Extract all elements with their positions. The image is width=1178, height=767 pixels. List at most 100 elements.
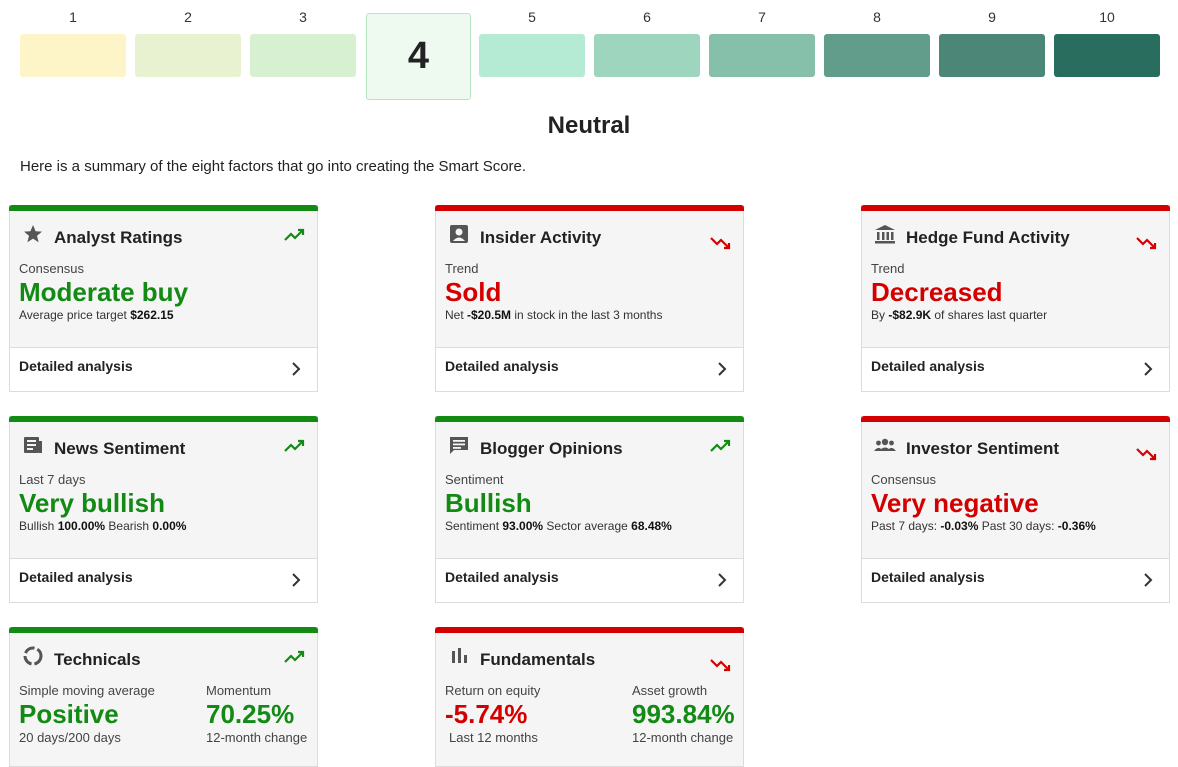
investor-sentiment-card: Investor Sentiment Consensus Very negative… <box>861 416 1170 603</box>
card-value: Moderate buy <box>19 277 189 307</box>
detail-value: $262.15 <box>130 308 174 322</box>
card-title: Fundamentals <box>480 650 596 669</box>
chevron-right-icon <box>1143 361 1153 377</box>
card-status-bar <box>435 627 744 633</box>
detail-value: -0.03% <box>940 519 979 533</box>
detailed-analysis-link[interactable]: Detailed analysis <box>862 347 1169 391</box>
scale-box-7 <box>709 34 815 77</box>
scale-box-1 <box>20 34 126 77</box>
momentum-label: Momentum <box>206 683 272 698</box>
sma-detail: 20 days/200 days <box>19 730 121 745</box>
scale-box-5 <box>479 34 585 77</box>
scale-box-3 <box>250 34 356 77</box>
hedge-fund-activity-card: Hedge Fund Activity Trend Decreased By -$82… <box>861 205 1170 392</box>
people-icon <box>874 434 896 456</box>
detail-value: 100.00% <box>57 519 106 533</box>
detail-text: By <box>871 308 889 322</box>
detail-text: Past 7 days: <box>871 519 941 533</box>
scale-box-6 <box>594 34 700 77</box>
fundamentals-card: Fundamentals Return on equity -5.74% Las… <box>435 627 744 767</box>
card-status-bar <box>861 416 1170 422</box>
card-detail: Bullish 100.00% Bearish 0.00% <box>19 519 317 533</box>
blogger-opinions-card: Blogger Opinions Sentiment Bullish Sentimen… <box>435 416 744 603</box>
card-value: Bullish <box>445 488 532 518</box>
summary-intro-text: Here is a summary of the eight factors t… <box>20 158 527 175</box>
detail-text: Sentiment <box>445 519 503 533</box>
detail-value: -$20.5M <box>467 308 512 322</box>
card-value: Decreased <box>871 277 1003 307</box>
detailed-analysis-label: Detailed analysis <box>19 358 133 374</box>
card-value: Very negative <box>871 488 1039 518</box>
scale-label-10: 10 <box>1099 9 1115 25</box>
trend-up-icon <box>709 436 733 458</box>
detailed-analysis-link[interactable]: Detailed analysis <box>10 347 317 391</box>
scale-label-2: 2 <box>184 9 192 25</box>
score-rating-label: Neutral <box>547 112 631 139</box>
detailed-analysis-label: Detailed analysis <box>19 569 133 585</box>
detail-text: Average price target <box>19 308 131 322</box>
detail-value: -$82.9K <box>888 308 932 322</box>
scale-label-9: 9 <box>988 9 996 25</box>
card-subtitle: Trend <box>445 261 479 276</box>
trend-down-icon <box>1135 231 1159 253</box>
card-title: News Sentiment <box>54 439 186 458</box>
circle-progress-icon <box>22 645 44 667</box>
comment-icon <box>448 434 470 456</box>
card-detail: By -$82.9K of shares last quarter <box>871 308 1169 322</box>
detailed-analysis-link[interactable]: Detailed analysis <box>10 558 317 602</box>
asset-growth-detail: 12-month change <box>632 730 734 745</box>
star-icon <box>22 223 44 245</box>
detailed-analysis-link[interactable]: Detailed analysis <box>436 347 743 391</box>
card-subtitle: Consensus <box>871 472 937 487</box>
card-status-bar <box>435 416 744 422</box>
bar-chart-icon <box>448 645 470 667</box>
card-detail: Past 7 days: -0.03% Past 30 days: -0.36% <box>871 519 1169 533</box>
card-title: Blogger Opinions <box>480 439 623 458</box>
chevron-right-icon <box>717 361 727 377</box>
roe-label: Return on equity <box>445 683 541 698</box>
detailed-analysis-link[interactable]: Detailed analysis <box>862 558 1169 602</box>
technicals-card: Technicals Simple moving average Positiv… <box>9 627 318 767</box>
card-title: Investor Sentiment <box>906 439 1060 458</box>
detailed-analysis-label: Detailed analysis <box>871 358 985 374</box>
card-status-bar <box>435 205 744 211</box>
card-subtitle: Sentiment <box>445 472 504 487</box>
card-subtitle: Trend <box>871 261 905 276</box>
card-detail: Average price target $262.15 <box>19 308 317 322</box>
sma-value: Positive <box>19 699 119 729</box>
scale-box-2 <box>135 34 241 77</box>
chevron-right-icon <box>1143 572 1153 588</box>
card-detail: Sentiment 93.00% Sector average 68.48% <box>445 519 743 533</box>
scale-label-5: 5 <box>528 9 536 25</box>
insider-activity-card: Insider Activity Trend Sold Net -$20.5M in … <box>435 205 744 392</box>
scale-label-3: 3 <box>299 9 307 25</box>
scale-label-8: 8 <box>873 9 881 25</box>
scale-box-10 <box>1054 34 1160 77</box>
trend-down-icon <box>709 653 733 675</box>
scale-label-6: 6 <box>643 9 651 25</box>
detail-text: Past 30 days: <box>978 519 1058 533</box>
roe-detail: Last 12 months <box>449 730 538 745</box>
detail-text: Bullish <box>19 519 58 533</box>
asset-growth-value: 993.84% <box>632 699 735 729</box>
card-title: Hedge Fund Activity <box>906 228 1070 247</box>
detail-text: Bearish <box>105 519 153 533</box>
card-status-bar <box>9 416 318 422</box>
card-status-bar <box>861 205 1170 211</box>
detailed-analysis-label: Detailed analysis <box>445 358 559 374</box>
detail-value: 93.00% <box>502 519 544 533</box>
momentum-detail: 12-month change <box>206 730 308 745</box>
card-title: Insider Activity <box>480 228 602 247</box>
smart-score-scale: 1 2 3 5 6 7 8 9 10 4 <box>0 0 1178 110</box>
chevron-right-icon <box>291 572 301 588</box>
detail-text: Sector average <box>543 519 632 533</box>
card-detail: Net -$20.5M in stock in the last 3 month… <box>445 308 743 322</box>
analyst-ratings-card: Analyst Ratings Consensus Moderate buy Aver… <box>9 205 318 392</box>
trend-up-icon <box>283 436 307 458</box>
newspaper-icon <box>22 434 44 456</box>
detail-text: in stock in the last 3 months <box>511 308 663 322</box>
detailed-analysis-link[interactable]: Detailed analysis <box>436 558 743 602</box>
trend-up-icon <box>283 647 307 669</box>
chevron-right-icon <box>717 572 727 588</box>
sma-label: Simple moving average <box>19 683 155 698</box>
